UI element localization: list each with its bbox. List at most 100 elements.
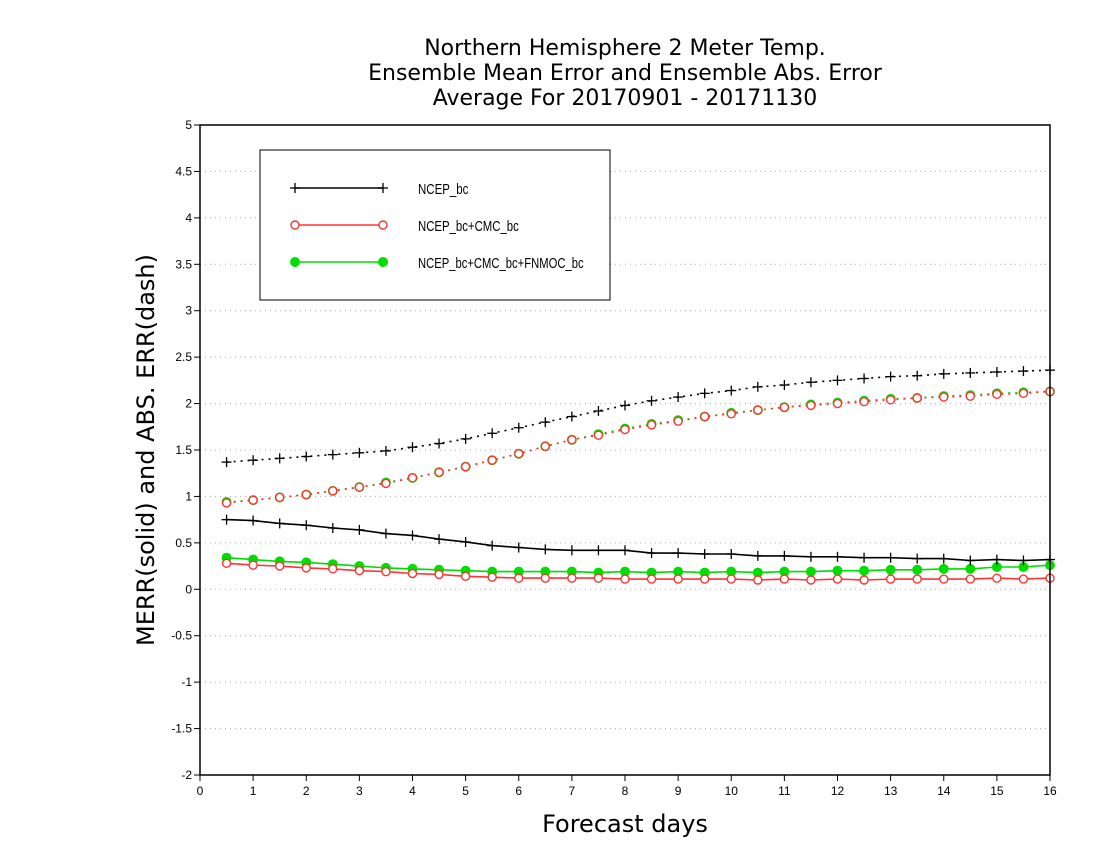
data-point <box>805 377 816 388</box>
legend-marker <box>290 183 300 193</box>
legend-marker <box>378 220 388 230</box>
data-point <box>354 447 365 458</box>
x-tick-label: 16 <box>1043 784 1057 798</box>
data-point <box>912 574 922 584</box>
legend-marker <box>378 183 388 193</box>
data-point <box>540 441 551 451</box>
data-point <box>221 457 232 468</box>
data-point <box>939 574 949 584</box>
data-point <box>514 449 524 459</box>
data-point <box>912 370 923 381</box>
data-point <box>381 478 391 489</box>
y-tick-label: 0.5 <box>175 536 192 550</box>
data-point <box>805 551 816 562</box>
series-line-abs-err <box>226 390 1051 504</box>
data-point <box>434 534 445 545</box>
data-point <box>593 573 604 583</box>
data-point <box>434 569 444 580</box>
data-point <box>673 416 683 426</box>
data-point <box>646 548 657 559</box>
data-point <box>407 442 418 453</box>
x-tick-label: 15 <box>990 784 1004 798</box>
plot-frame <box>199 124 1051 776</box>
data-point <box>752 550 763 561</box>
data-point <box>248 515 259 526</box>
x-tick-label: 13 <box>884 784 898 798</box>
data-point <box>779 566 790 577</box>
x-tick-label: 10 <box>725 784 739 798</box>
x-tick-label: 2 <box>303 784 310 798</box>
data-point <box>380 445 391 456</box>
data-point <box>673 566 684 577</box>
data-point <box>487 540 498 551</box>
data-point <box>673 392 684 403</box>
x-tick-label: 9 <box>675 784 682 798</box>
x-tick-label: 1 <box>250 784 257 798</box>
data-point <box>566 566 577 577</box>
x-tick-label: 5 <box>462 784 469 798</box>
data-point <box>407 530 418 541</box>
data-point <box>753 575 763 585</box>
data-point <box>434 438 445 449</box>
y-tick-label: 0 <box>185 582 192 596</box>
data-point <box>593 406 604 416</box>
data-point <box>965 563 976 574</box>
data-point <box>487 428 498 439</box>
data-point <box>939 392 949 402</box>
data-point <box>354 566 365 576</box>
data-point <box>221 558 232 568</box>
data-point <box>593 545 604 556</box>
x-axis-label: Forecast days <box>542 810 708 838</box>
data-point <box>965 555 976 566</box>
data-point <box>991 367 1002 377</box>
data-point <box>938 368 949 379</box>
data-point <box>1018 562 1029 572</box>
data-point <box>699 388 710 399</box>
data-point <box>620 400 630 411</box>
data-point <box>620 545 630 556</box>
data-point <box>965 367 976 378</box>
x-tick-label: 7 <box>569 784 576 798</box>
data-point <box>1018 555 1029 566</box>
data-point <box>221 514 232 525</box>
data-point <box>673 548 684 559</box>
data-point <box>726 385 737 396</box>
data-point <box>274 561 285 571</box>
legend-marker <box>378 257 388 267</box>
data-point <box>646 574 657 584</box>
data-point <box>540 566 551 577</box>
data-point <box>859 552 870 563</box>
data-point <box>991 562 1002 572</box>
data-point <box>912 564 923 575</box>
data-point <box>779 402 790 412</box>
data-point <box>832 375 843 386</box>
data-point <box>354 482 365 492</box>
data-point <box>274 453 285 464</box>
data-point <box>1018 388 1029 399</box>
data-point <box>407 568 418 579</box>
data-point <box>460 571 471 581</box>
data-point <box>566 411 577 422</box>
data-point <box>460 433 471 444</box>
data-point <box>806 575 816 585</box>
data-point <box>248 455 259 466</box>
y-tick-label: 1 <box>185 489 192 503</box>
data-point <box>487 455 497 465</box>
data-point <box>726 549 737 559</box>
data-point <box>620 566 630 577</box>
x-tick-label: 3 <box>356 784 363 798</box>
data-point <box>1018 574 1029 584</box>
data-point <box>885 564 896 575</box>
data-point <box>965 574 976 584</box>
data-point <box>965 391 976 401</box>
legend-marker <box>290 220 300 230</box>
chart-title-line-1: Northern Hemisphere 2 Meter Temp. <box>424 36 826 61</box>
y-tick-label: 4.5 <box>175 164 192 178</box>
data-point <box>274 492 285 503</box>
data-point <box>248 560 258 570</box>
y-tick-label: -1 <box>181 675 192 689</box>
series-line-abs-err <box>226 369 1051 463</box>
data-point <box>779 574 790 584</box>
data-point <box>646 567 657 578</box>
